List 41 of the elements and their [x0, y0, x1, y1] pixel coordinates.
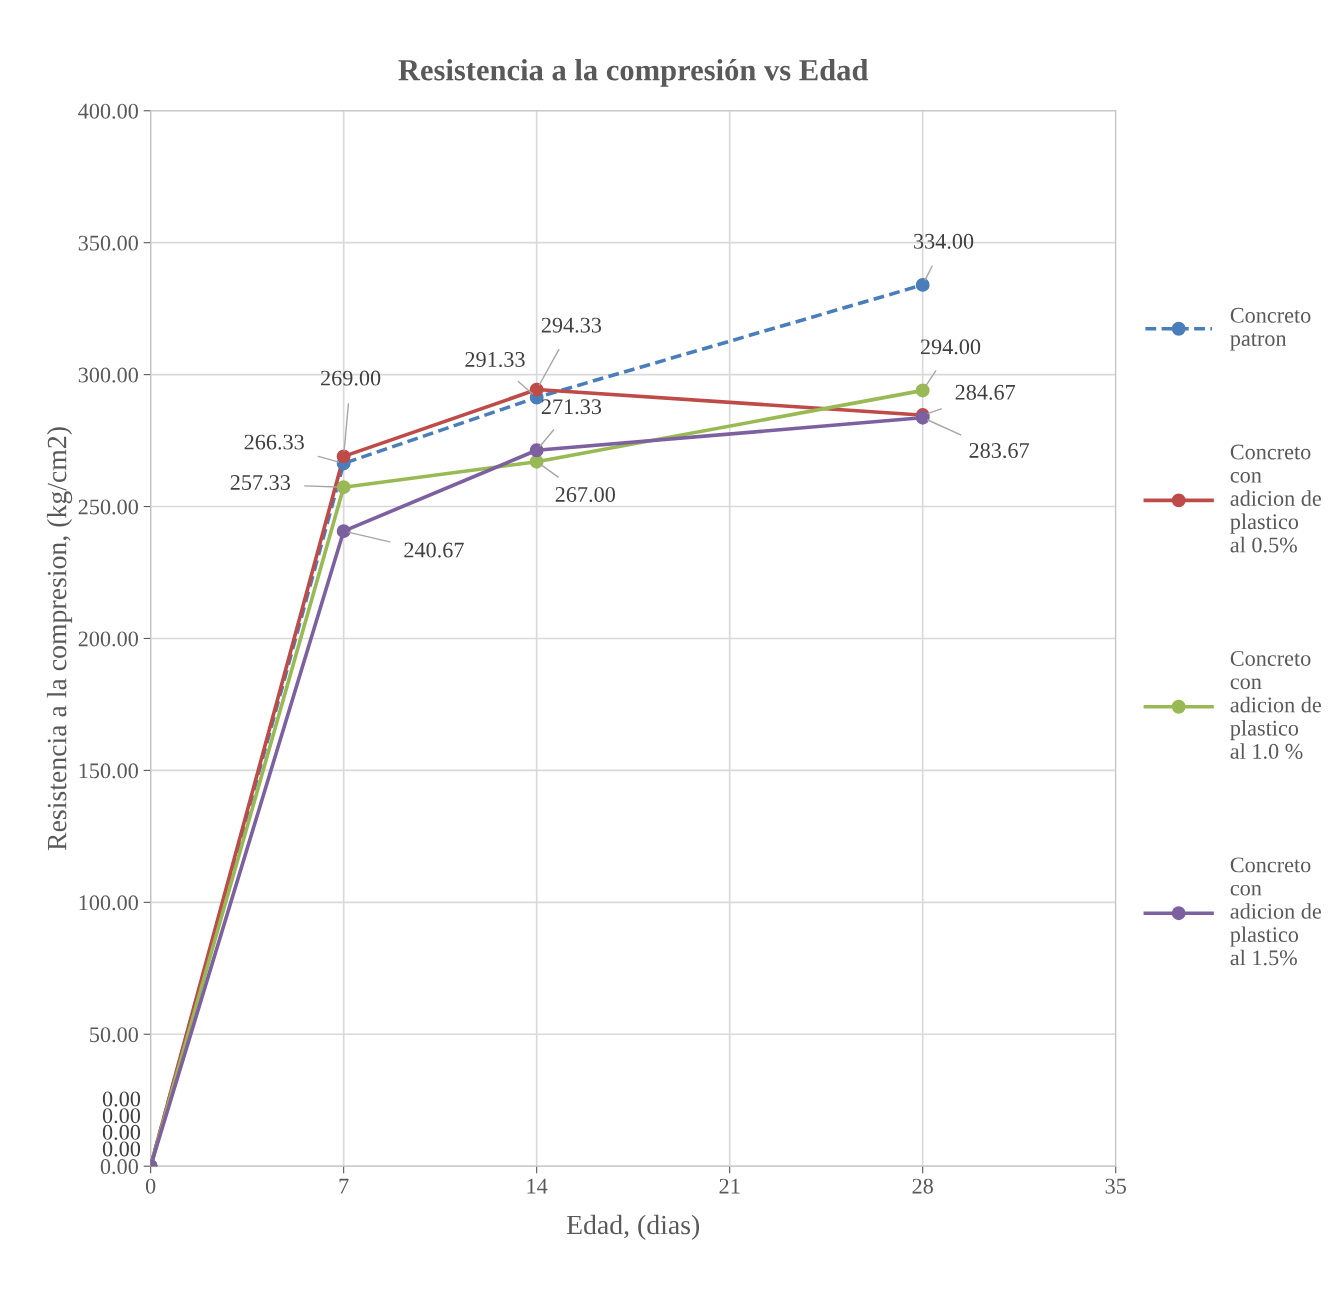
y-tick-label: 0.00: [100, 1159, 138, 1175]
x-tick-label: 0: [145, 1178, 156, 1194]
y-tick-label: 200.00: [78, 631, 138, 647]
legend-label: Concreto con adicion de plastico al 1.0 %: [1230, 650, 1321, 759]
data-label: 283.67: [969, 442, 1030, 459]
point: [336, 524, 351, 539]
point: [915, 383, 930, 398]
data-label: 257.33: [230, 475, 290, 491]
point: [336, 449, 351, 464]
data-label: 284.67: [955, 384, 1016, 400]
legend-label: Concreto con adicion de plastico al 0.5%: [1230, 444, 1321, 553]
point: [336, 480, 351, 495]
x-axis-title: Edad, (dias): [566, 1214, 700, 1240]
y-tick-label: 300.00: [78, 367, 138, 383]
data-label: 271.33: [541, 399, 602, 415]
x-tick-label: 7: [339, 1178, 349, 1194]
y-tick-label: 150.00: [79, 763, 138, 779]
data-label: 294.00: [920, 339, 981, 355]
y-axis-title: Resistencia a la compresion, (kg/cm2): [46, 427, 73, 851]
point: [529, 382, 544, 397]
x-tick-label: 35: [1105, 1178, 1126, 1194]
data-label: 294.33: [541, 317, 602, 333]
data-label: 240.67: [404, 542, 464, 558]
y-tick-label: 400.00: [78, 103, 138, 119]
point: [915, 277, 930, 292]
legend-label: Concreto con adicion de plastico al 1.5%: [1230, 857, 1321, 966]
legend-label: Concreto patron: [1230, 307, 1311, 351]
data-label: 334.00: [914, 233, 974, 249]
y-tick-label: 350.00: [78, 235, 138, 251]
x-tick-label: 28: [912, 1178, 933, 1194]
data-label: 267.00: [555, 486, 615, 503]
data-label: 266.33: [244, 434, 304, 450]
point: [529, 443, 544, 458]
data-label: 269.00: [321, 370, 381, 386]
y-tick-label: 100.00: [79, 895, 138, 911]
x-tick-label: 21: [719, 1178, 740, 1194]
y-tick-label: 50.00: [90, 1027, 138, 1043]
x-tick-label: 14: [527, 1178, 548, 1194]
chart-title: Resistencia a la compresión vs Edad: [398, 58, 869, 87]
y-tick-label: 250.00: [78, 499, 138, 515]
data-label: 291.33: [465, 352, 525, 368]
